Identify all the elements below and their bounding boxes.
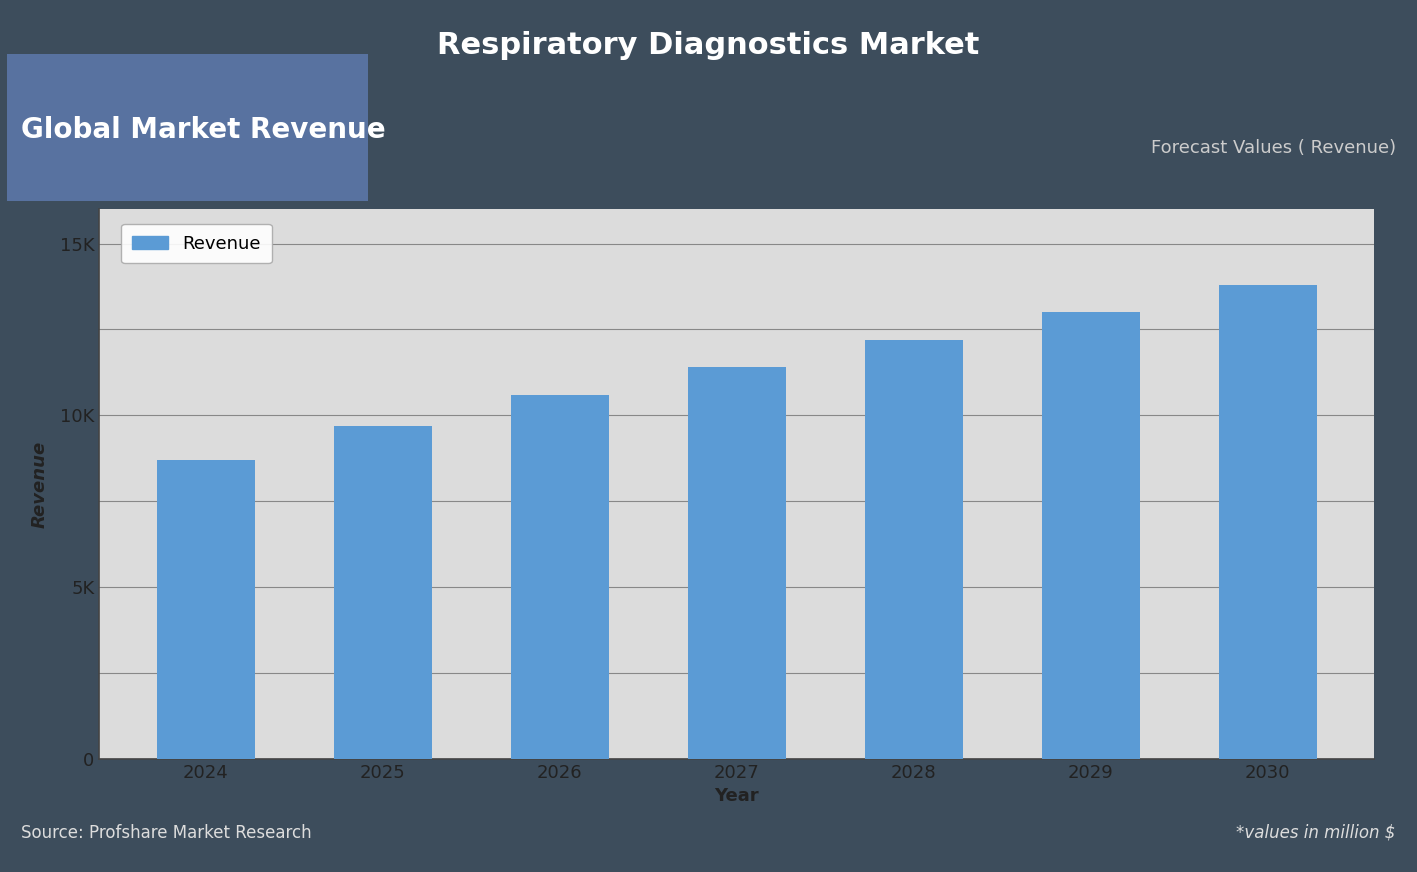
Text: Respiratory Diagnostics Market: Respiratory Diagnostics Market (438, 31, 979, 59)
Text: Source: Profshare Market Research: Source: Profshare Market Research (21, 824, 312, 841)
Bar (512, 395, 608, 759)
Legend: Revenue: Revenue (120, 224, 272, 263)
Bar (157, 460, 255, 759)
Text: Forecast Values ( Revenue): Forecast Values ( Revenue) (1151, 139, 1396, 157)
Bar (866, 340, 962, 759)
Text: *values in million $: *values in million $ (1237, 824, 1396, 841)
X-axis label: Year: Year (714, 787, 760, 805)
Bar (1041, 312, 1139, 759)
Y-axis label: Revenue: Revenue (31, 440, 48, 528)
FancyBboxPatch shape (7, 53, 368, 201)
Bar (689, 367, 785, 759)
Bar (334, 426, 432, 759)
Bar (1219, 285, 1316, 759)
Text: Global Market Revenue: Global Market Revenue (21, 116, 385, 144)
